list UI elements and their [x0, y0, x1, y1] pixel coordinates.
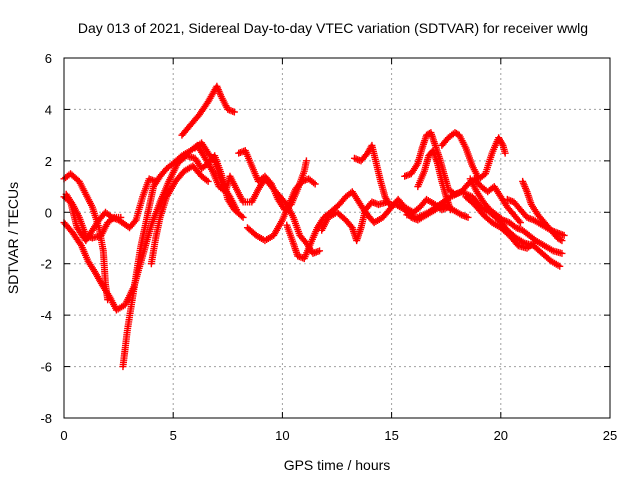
x-tick-label: 25	[603, 428, 617, 443]
data-point	[238, 212, 246, 220]
series-arc-12	[318, 198, 391, 245]
data-point	[302, 157, 310, 165]
series-arc-15	[414, 147, 455, 214]
data-points	[60, 82, 568, 371]
series-arc-4	[62, 190, 125, 242]
y-tick-label: -2	[40, 257, 52, 272]
x-tick-label: 15	[384, 428, 398, 443]
series-arc-8	[191, 139, 241, 214]
y-axis-label: SDTVAR / TECUs	[5, 182, 21, 294]
x-tick-label: 20	[494, 428, 508, 443]
data-point	[311, 180, 319, 188]
data-point	[558, 249, 566, 257]
data-point	[558, 237, 566, 245]
x-tick-label: 5	[170, 428, 177, 443]
data-point	[560, 231, 568, 239]
series-arc-16	[438, 129, 509, 183]
x-tick-label: 10	[275, 428, 289, 443]
series-arc-6	[147, 162, 212, 268]
data-point	[239, 213, 247, 221]
series-arc-9	[235, 147, 310, 214]
data-point	[204, 177, 212, 185]
data-point	[501, 149, 509, 157]
data-point	[447, 206, 455, 214]
series-arc-10	[243, 175, 319, 245]
y-tick-label: -6	[40, 360, 52, 375]
data-point	[498, 140, 506, 148]
data-point	[230, 108, 238, 116]
data-point	[530, 239, 538, 247]
chart-title: Day 013 of 2021, Sidereal Day-to-day VTE…	[78, 20, 588, 36]
series-arc-19	[462, 193, 538, 252]
data-point	[385, 199, 393, 207]
series-arc-11	[283, 188, 452, 263]
x-axis-label: GPS time / hours	[284, 457, 391, 473]
y-tick-label: 2	[45, 154, 52, 169]
x-tick-label: 0	[60, 428, 67, 443]
data-point	[556, 236, 564, 244]
y-tick-label: 0	[45, 205, 52, 220]
y-tick-label: -8	[40, 411, 52, 426]
data-point	[464, 213, 472, 221]
data-point	[233, 206, 241, 214]
plot-frame	[63, 57, 611, 419]
data-point	[76, 240, 84, 248]
series-arc-18	[466, 175, 566, 257]
data-point	[556, 262, 564, 270]
series-arc-21	[519, 177, 566, 245]
y-tick-label: 4	[45, 102, 52, 117]
data-point	[316, 247, 324, 255]
data-point	[515, 217, 523, 225]
data-point	[131, 218, 139, 226]
y-tick-label: -4	[40, 308, 52, 323]
y-tick-label: 6	[45, 51, 52, 66]
data-point	[117, 213, 125, 221]
series-arc-7	[178, 82, 238, 139]
axis-ticks: 0 5 10 15 20 25 -8 -6 -4 -2 0 2 4 6	[40, 51, 617, 443]
data-point	[516, 219, 524, 227]
